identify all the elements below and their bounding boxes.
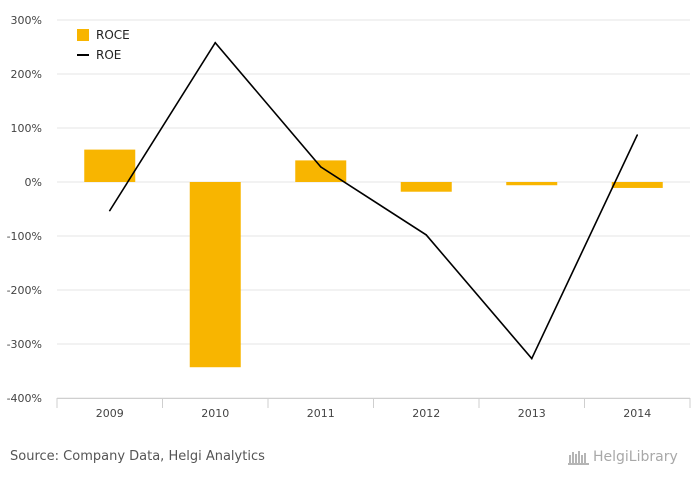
logo-text: HelgiLibrary bbox=[593, 449, 678, 465]
source-note: Source: Company Data, Helgi Analytics bbox=[10, 449, 265, 464]
x-tick-label: 2012 bbox=[412, 407, 440, 420]
grid-lines bbox=[57, 19, 690, 399]
library-icon bbox=[568, 451, 589, 465]
x-axis: 2009 2010 2011 2012 2013 2014 bbox=[56, 398, 691, 420]
roe-line bbox=[109, 41, 638, 361]
roce-bar bbox=[506, 182, 558, 186]
roce-bar bbox=[189, 182, 241, 368]
roe-point bbox=[319, 166, 322, 168]
x-tick-label: 2011 bbox=[307, 407, 335, 420]
roce-bars bbox=[84, 149, 663, 368]
roe-point bbox=[108, 209, 111, 212]
legend-label: ROCE bbox=[96, 28, 130, 42]
legend-swatch-roce bbox=[77, 29, 89, 41]
helgi-library-logo: HelgiLibrary bbox=[568, 449, 678, 465]
y-tick-label: 0% bbox=[25, 176, 42, 189]
roe-point bbox=[636, 134, 639, 136]
y-tick-label: 200% bbox=[11, 68, 42, 81]
roe-point bbox=[425, 234, 428, 236]
x-tick-label: 2009 bbox=[96, 407, 124, 420]
roce-bar bbox=[295, 160, 347, 182]
x-tick-label: 2014 bbox=[623, 407, 651, 420]
x-tick-label: 2013 bbox=[518, 407, 546, 420]
legend: ROCE ROE bbox=[77, 28, 130, 62]
y-tick-label: -100% bbox=[7, 230, 42, 243]
roce-bar bbox=[611, 182, 663, 188]
y-axis-ticks: 300% 200% 100% 0% -100% -200% -300% -400% bbox=[7, 14, 42, 405]
legend-label: ROE bbox=[96, 48, 121, 62]
y-tick-label: -300% bbox=[7, 338, 42, 351]
chart: 300%200%100%0%-100%-200%-300%-400% 2009 2… bbox=[7, 14, 691, 420]
roe-point bbox=[214, 41, 217, 44]
roe-line-group bbox=[108, 41, 639, 361]
roce-bar bbox=[400, 182, 452, 192]
y-tick-label: 100% bbox=[11, 122, 42, 135]
x-tick-label: 2010 bbox=[201, 407, 229, 420]
y-tick-label: -200% bbox=[7, 284, 42, 297]
roe-point bbox=[530, 357, 533, 360]
roce-bar bbox=[84, 149, 136, 182]
y-tick-label: -400% bbox=[7, 392, 42, 405]
y-tick-label: 300% bbox=[11, 14, 42, 27]
